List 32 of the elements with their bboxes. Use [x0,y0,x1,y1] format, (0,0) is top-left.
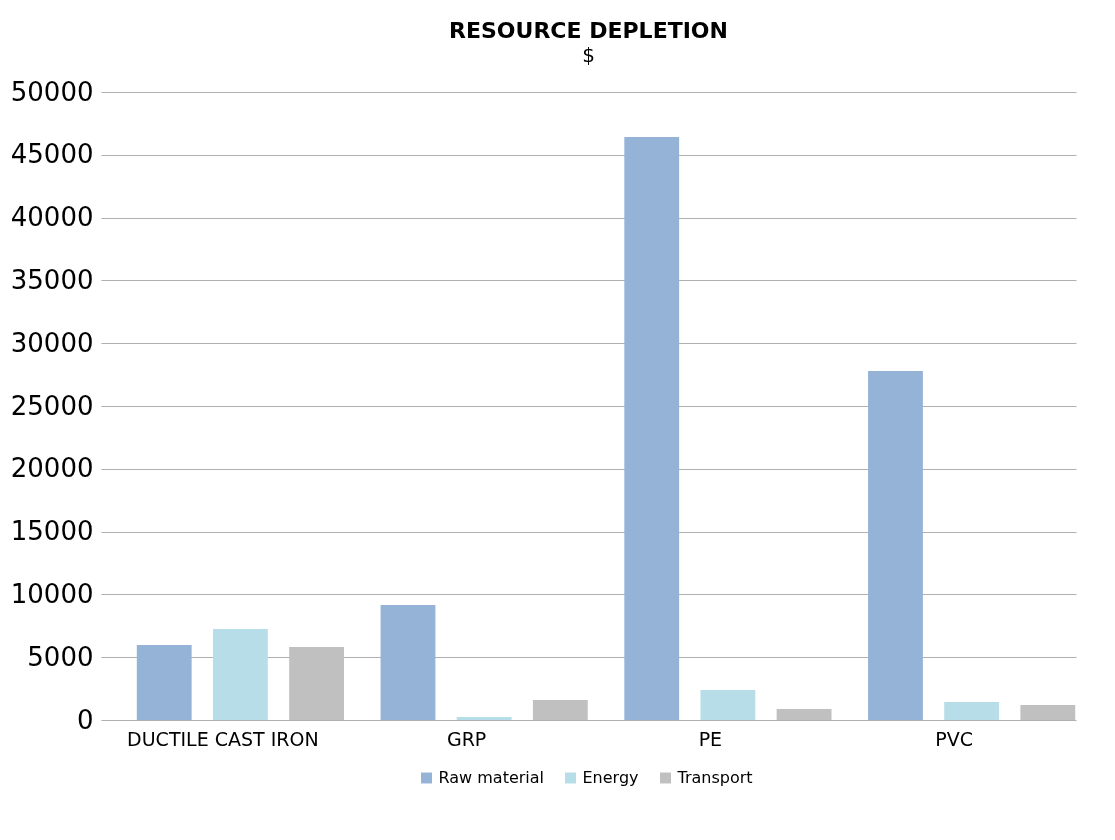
y-tick-label: 30000 [10,327,94,358]
bar [380,604,436,720]
y-tick-label: 35000 [10,264,94,295]
bar [776,708,832,720]
y-tick-label: 20000 [10,453,94,484]
y-tick-label: 15000 [10,516,94,547]
chart-title: RESOURCE DEPLETION [449,18,728,43]
x-tick-label: PE [698,727,723,750]
bar [1020,705,1076,720]
legend-label: Energy [582,768,639,787]
x-tick-label: PVC [935,727,973,750]
bar [944,702,1000,720]
legend-label: Raw material [438,768,545,787]
bar [456,716,512,720]
bar [624,136,680,720]
x-tick-label: DUCTILE CAST IRON [127,727,319,750]
y-tick-label: 25000 [10,390,94,421]
legend-label: Transport [676,768,753,787]
bar [700,689,756,720]
x-tick-label: GRP [446,727,487,750]
y-tick-label: 40000 [10,202,94,233]
y-tick-label: 50000 [10,76,94,107]
y-tick-label: 45000 [10,139,94,170]
bar [868,370,923,720]
y-tick-label: 10000 [10,578,94,609]
bar [289,647,344,720]
bar [212,628,268,720]
bar [136,645,192,720]
chart-subtitle: $ [582,43,595,67]
y-tick-label: 5000 [27,641,94,672]
y-tick-label: 0 [76,704,94,735]
bar [532,700,588,720]
